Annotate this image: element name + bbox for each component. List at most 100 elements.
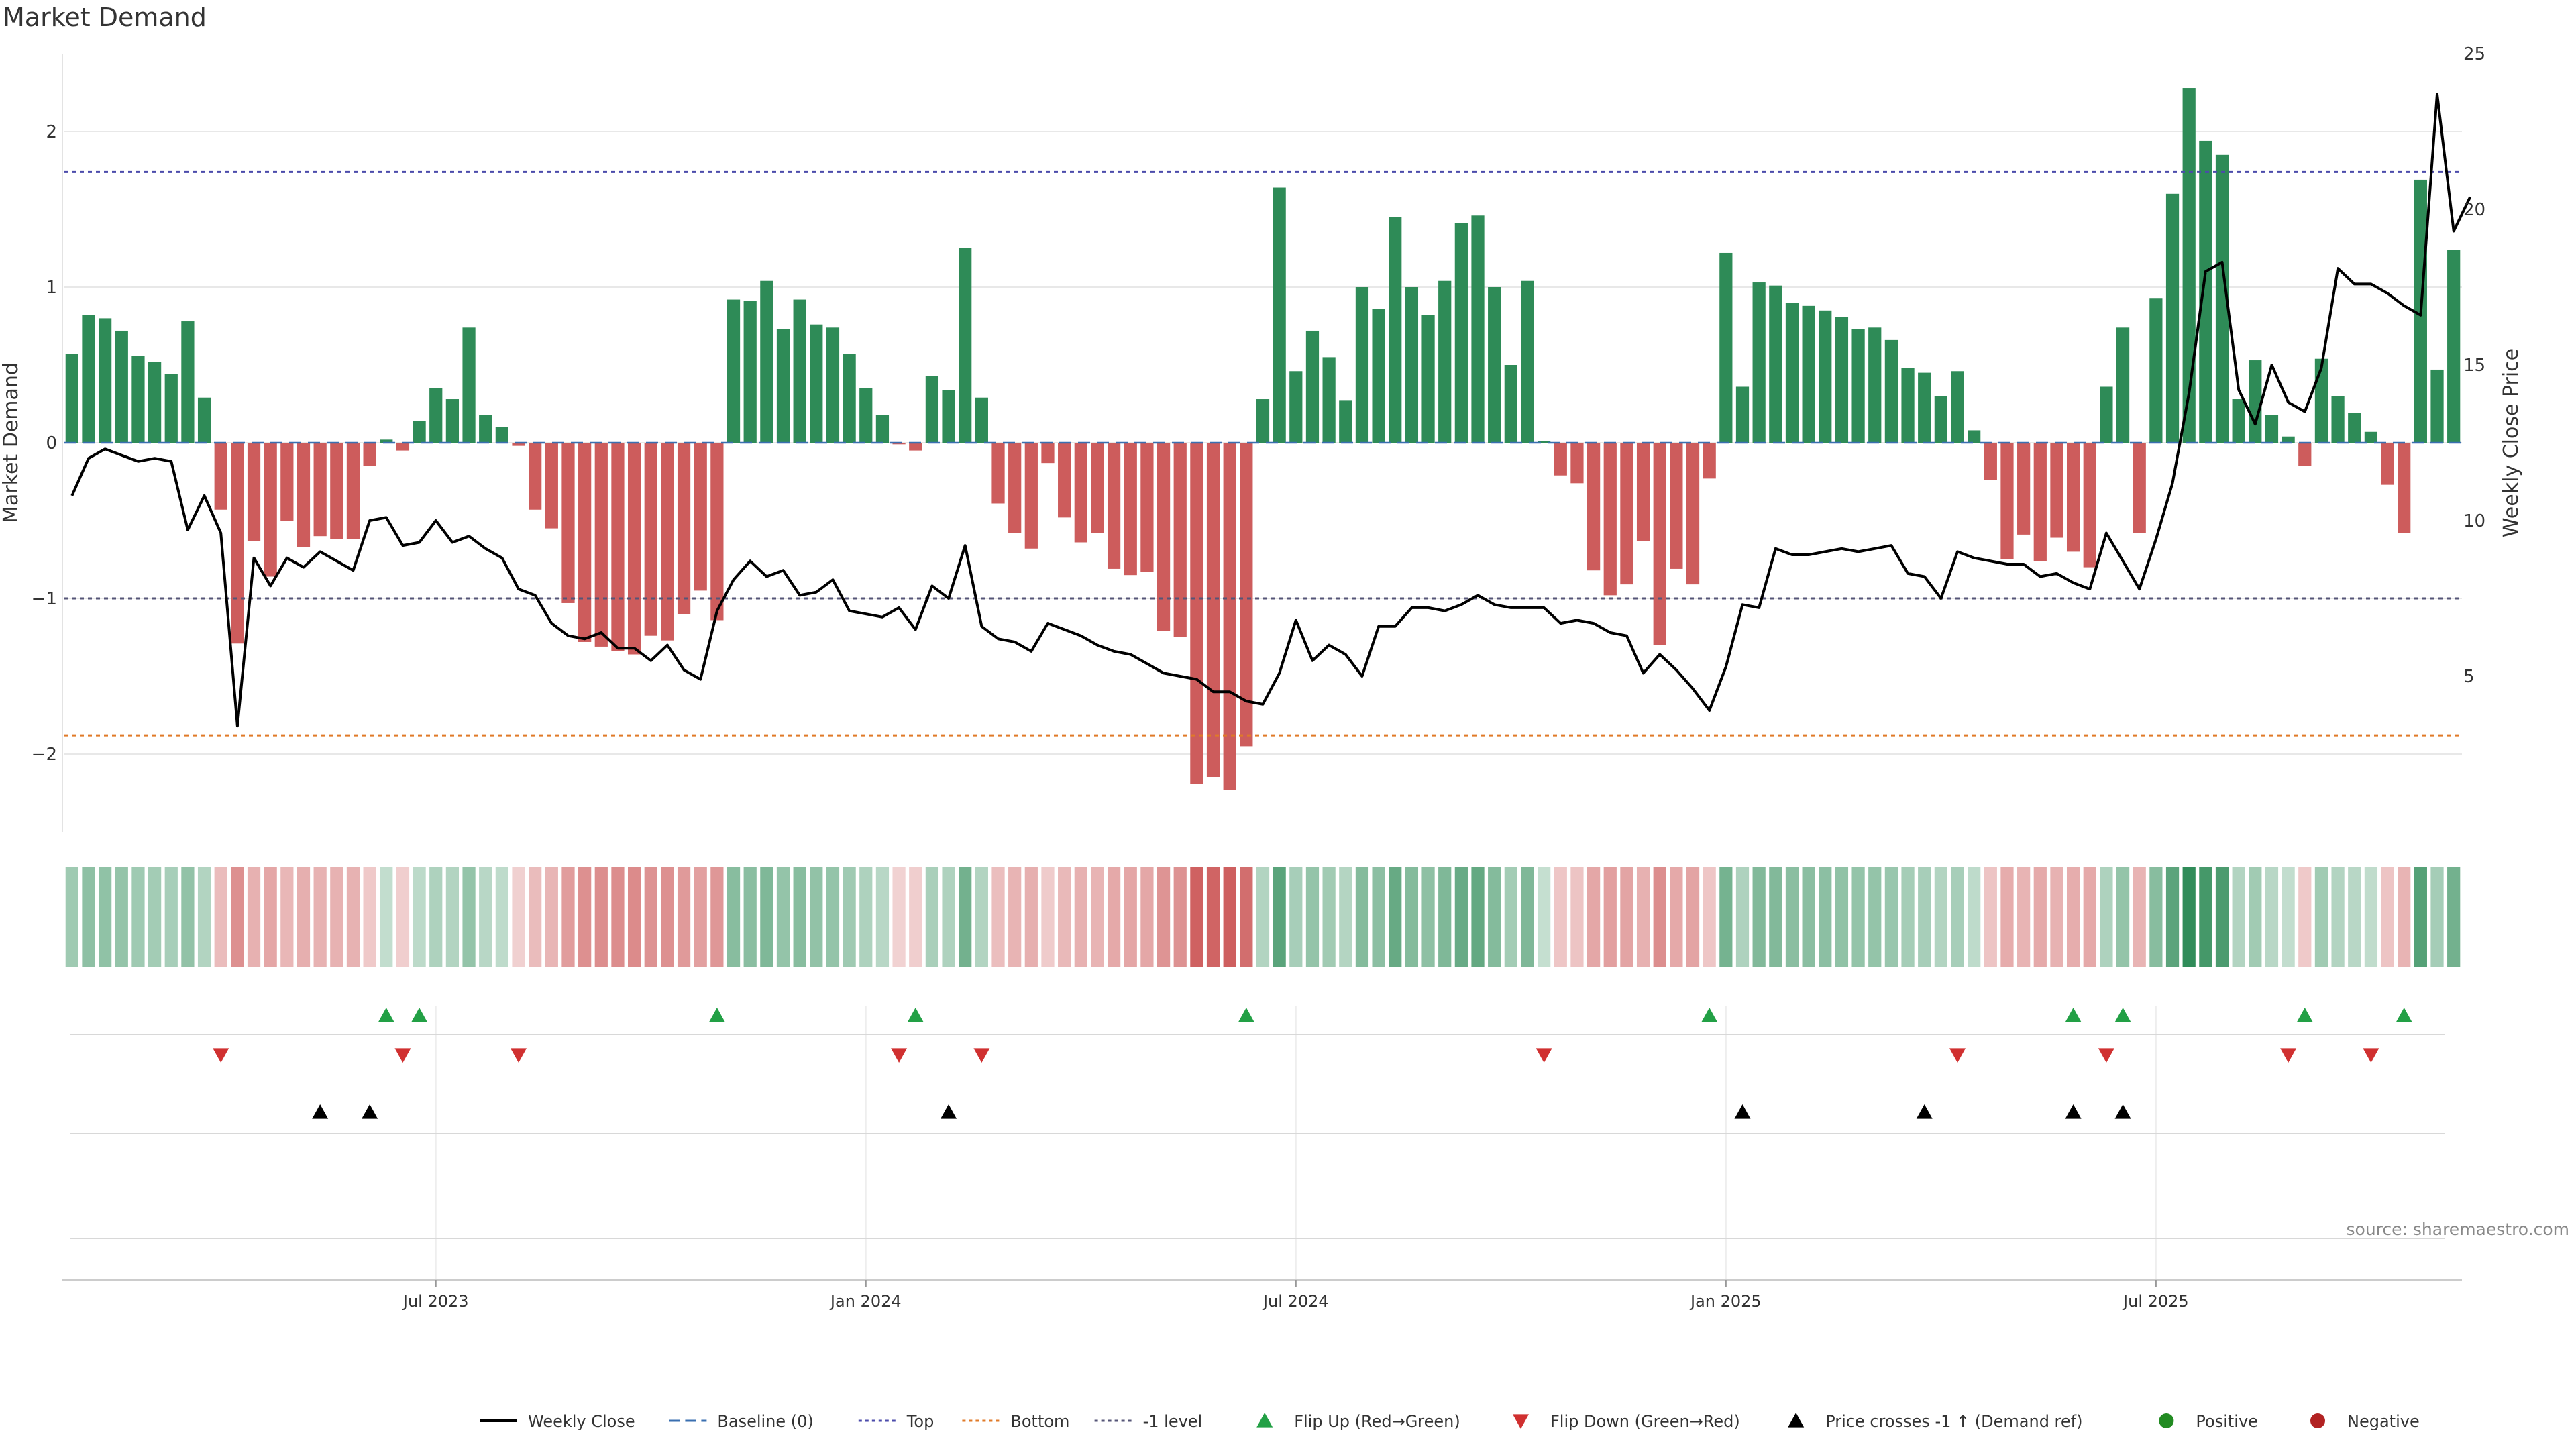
heat-cell	[1289, 867, 1303, 967]
heat-cell	[1305, 867, 1320, 967]
heat-cell	[1851, 867, 1865, 967]
heat-cell	[694, 867, 707, 967]
demand-bar	[2100, 386, 2113, 443]
demand-bar	[1421, 315, 1435, 443]
heat-cell	[710, 867, 724, 967]
demand-bar	[1884, 339, 1898, 443]
price-cross-marker	[1734, 1104, 1751, 1119]
legend-item: Baseline (0)	[669, 1412, 814, 1431]
legend-item: Negative	[2310, 1412, 2420, 1431]
demand-bar	[1372, 309, 1385, 443]
heat-cell	[2265, 867, 2279, 967]
legend-label: Price crosses -1 ↑ (Demand ref)	[1825, 1412, 2082, 1431]
flip-up-marker	[1238, 1008, 1254, 1022]
demand-bar	[1206, 443, 1220, 777]
y-tick-label: 0	[46, 433, 57, 453]
heat-cell	[1488, 867, 1501, 967]
heat-cell	[1670, 867, 1683, 967]
demand-bar	[1488, 287, 1501, 443]
demand-bar	[1570, 443, 1584, 484]
demand-bar	[1140, 443, 1154, 572]
heat-cell	[280, 867, 294, 967]
demand-bar	[1074, 443, 1087, 543]
heat-cell	[793, 867, 806, 967]
demand-bar	[2133, 443, 2146, 533]
heat-cell	[2447, 867, 2461, 967]
heat-cell	[892, 867, 906, 967]
legend-item: Weekly Close	[480, 1412, 635, 1431]
heat-cell	[975, 867, 988, 967]
heat-cell	[594, 867, 608, 967]
demand-bar	[1653, 443, 1666, 645]
demand-bar	[1107, 443, 1121, 569]
heat-cell	[1703, 867, 1716, 967]
demand-bar	[2282, 436, 2295, 443]
heat-cell	[2381, 867, 2394, 967]
legend-item: Bottom	[962, 1412, 1069, 1431]
demand-bar	[810, 324, 823, 443]
heat-cell	[1008, 867, 1022, 967]
x-tick-label: Jul 2024	[1262, 1292, 1329, 1311]
x-tick-label: Jan 2024	[829, 1292, 902, 1311]
flip-up-marker	[411, 1008, 428, 1022]
heat-cell	[991, 867, 1005, 967]
heat-cell	[1273, 867, 1286, 967]
heat-cell	[99, 867, 112, 967]
demand-bar	[1190, 443, 1203, 784]
heat-cell	[462, 867, 476, 967]
demand-bar	[644, 443, 657, 636]
heat-cell	[1951, 867, 1964, 967]
legend-item: Flip Up (Red→Green)	[1256, 1412, 1460, 1431]
heat-cell	[677, 867, 691, 967]
legend-label: Positive	[2196, 1412, 2258, 1431]
demand-bar	[363, 443, 376, 466]
demand-bar	[793, 299, 806, 443]
demand-bar	[859, 388, 873, 443]
demand-bar	[843, 354, 856, 443]
flip-down-marker	[2280, 1048, 2297, 1063]
demand-bar	[197, 397, 211, 443]
heat-cell	[1471, 867, 1485, 967]
demand-bar	[512, 443, 525, 446]
demand-bar	[231, 443, 244, 644]
demand-bar	[1686, 443, 1700, 585]
demand-bar	[1918, 372, 1931, 443]
demand-bar	[991, 443, 1005, 504]
heat-cell	[396, 867, 410, 967]
price-cross-marker	[362, 1104, 378, 1119]
heat-cell	[561, 867, 575, 967]
heat-cell	[776, 867, 790, 967]
demand-bar	[2050, 443, 2063, 538]
heat-cell	[1521, 867, 1534, 967]
demand-bar	[1355, 287, 1369, 443]
demand-bar	[2066, 443, 2080, 552]
page-title: Market Demand	[3, 3, 207, 32]
grid-layer	[64, 131, 2462, 1281]
price-cross-marker	[2114, 1104, 2131, 1119]
heat-cell	[1686, 867, 1700, 967]
demand-bar	[495, 427, 508, 443]
demand-bar	[1091, 443, 1104, 533]
demand-bar	[1901, 368, 1915, 443]
heat-cell	[346, 867, 360, 967]
demand-bar	[2017, 443, 2031, 535]
heat-cell	[1587, 867, 1601, 967]
heat-cell	[1901, 867, 1915, 967]
demand-bar	[677, 443, 691, 614]
demand-bar	[1835, 317, 1849, 443]
heat-cell	[1124, 867, 1137, 967]
heat-cell	[859, 867, 873, 967]
heat-cell	[264, 867, 277, 967]
demand-bar	[2000, 443, 2014, 559]
heat-cell	[247, 867, 261, 967]
heat-cell	[2083, 867, 2096, 967]
heat-cell	[1173, 867, 1187, 967]
demand-bar	[1603, 443, 1617, 596]
heat-cell	[1603, 867, 1617, 967]
flip-up-marker	[378, 1008, 394, 1022]
flip-down-marker	[1536, 1048, 1552, 1063]
heat-cell	[1769, 867, 1782, 967]
legend-item: Flip Down (Green→Red)	[1513, 1412, 1740, 1431]
